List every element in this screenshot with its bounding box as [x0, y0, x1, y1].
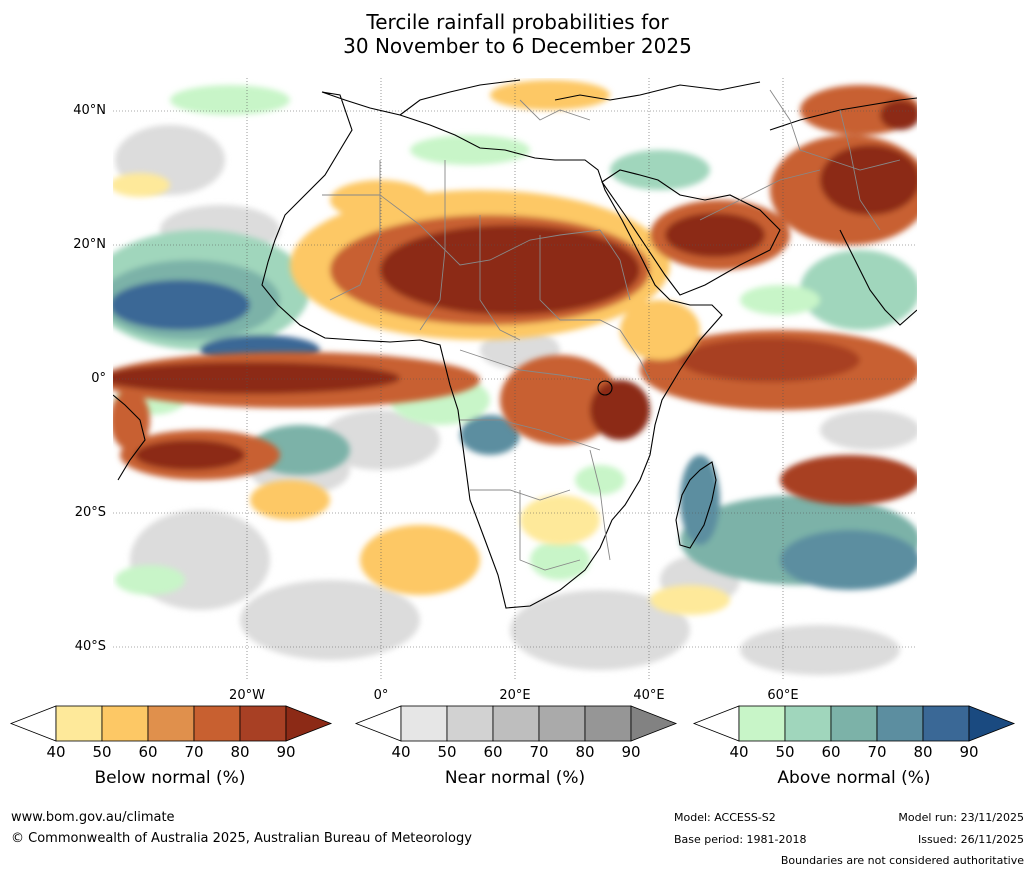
colorbar-below-tick: 90: [276, 743, 296, 761]
colorbar-below-segment: [193, 705, 241, 742]
colorbar-above-segment: [876, 705, 924, 742]
colorbar-near-label: Near normal (%): [444, 768, 586, 788]
colorbar-near-tick: 90: [621, 743, 641, 761]
colorbars: [9, 705, 1016, 742]
colorbar-below-tick: 50: [92, 743, 112, 761]
colorbar-above-low-arrow: [692, 705, 740, 742]
lat-label-40s: 40°S: [74, 639, 106, 654]
colorbar-below-low-arrow: [9, 705, 57, 742]
colorbar-below-tick: 70: [184, 743, 204, 761]
lon-label-60e: 60°E: [767, 688, 799, 703]
colorbar-near-tick: 70: [529, 743, 549, 761]
colorbar-below-tick: 40: [46, 743, 66, 761]
colorbar-near-segment: [446, 705, 494, 742]
lon-label-40e: 40°E: [633, 688, 665, 703]
footer-copyright: © Commonwealth of Australia 2025, Austra…: [11, 831, 472, 846]
colorbar-near-segment: [400, 705, 448, 742]
colorbar-below-segment: [239, 705, 287, 742]
colorbar-below-segment: [101, 705, 149, 742]
colorbar-below-segment: [55, 705, 103, 742]
colorbar-near-tick: 50: [437, 743, 457, 761]
colorbar-near-segment: [492, 705, 540, 742]
colorbar-above-tick: 90: [959, 743, 979, 761]
colorbar-near-tick: 40: [391, 743, 411, 761]
colorbar-above-tick: 60: [821, 743, 841, 761]
footer-base-period: Base period: 1981-2018: [674, 833, 807, 846]
lat-label-40n: 40°N: [73, 103, 106, 118]
lat-label-20s: 20°S: [74, 505, 106, 520]
colorbar-near-low-arrow: [354, 705, 402, 742]
colorbar-above-segment: [784, 705, 832, 742]
colorbar-below-segment: [147, 705, 195, 742]
country-borders: [322, 89, 901, 571]
footer-website: www.bom.gov.au/climate: [11, 810, 175, 825]
colorbar-above-segment: [830, 705, 878, 742]
colorbar-above-segment: [922, 705, 970, 742]
colorbar-above-label: Above normal (%): [777, 768, 931, 788]
colorbar-below-label: Below normal (%): [94, 768, 246, 788]
footer-issued: Issued: 26/11/2025: [917, 833, 1024, 846]
probability-field: [113, 78, 917, 681]
map-title-line2: 30 November to 6 December 2025: [343, 34, 692, 58]
footer-model: Model: ACCESS-S2: [674, 811, 776, 824]
colorbar-near-segment: [538, 705, 586, 742]
gridlines: [113, 78, 917, 681]
footer-disclaimer: Boundaries are not considered authoritat…: [780, 854, 1024, 867]
colorbar-near-tick: 80: [575, 743, 595, 761]
colorbar-above-tick: 70: [867, 743, 887, 761]
lat-label-20n: 20°N: [73, 237, 106, 252]
colorbar-near-tick: 60: [483, 743, 503, 761]
colorbar-above-segment: [738, 705, 786, 742]
colorbar-below-high-arrow: [285, 705, 333, 742]
colorbar-below-tick: 60: [138, 743, 158, 761]
colorbar-near-high-arrow: [630, 705, 678, 742]
coastlines: [113, 79, 917, 609]
colorbar-below-tick: 80: [230, 743, 250, 761]
lon-label-20w: 20°W: [229, 688, 265, 703]
colorbar-above-tick: 40: [729, 743, 749, 761]
footer-model-run: Model run: 23/11/2025: [898, 811, 1024, 824]
colorbar-above-tick: 80: [913, 743, 933, 761]
colorbar-above-tick: 50: [775, 743, 795, 761]
colorbar-above-high-arrow: [968, 705, 1016, 742]
above-normal-field: [113, 85, 917, 595]
lat-label-0: 0°: [91, 371, 106, 386]
colorbar-near-segment: [584, 705, 632, 742]
below-normal-field: [113, 80, 917, 615]
map-title-line1: Tercile rainfall probabilities for: [366, 10, 669, 34]
lon-label-0: 0°: [373, 688, 389, 703]
lon-label-20e: 20°E: [499, 688, 531, 703]
